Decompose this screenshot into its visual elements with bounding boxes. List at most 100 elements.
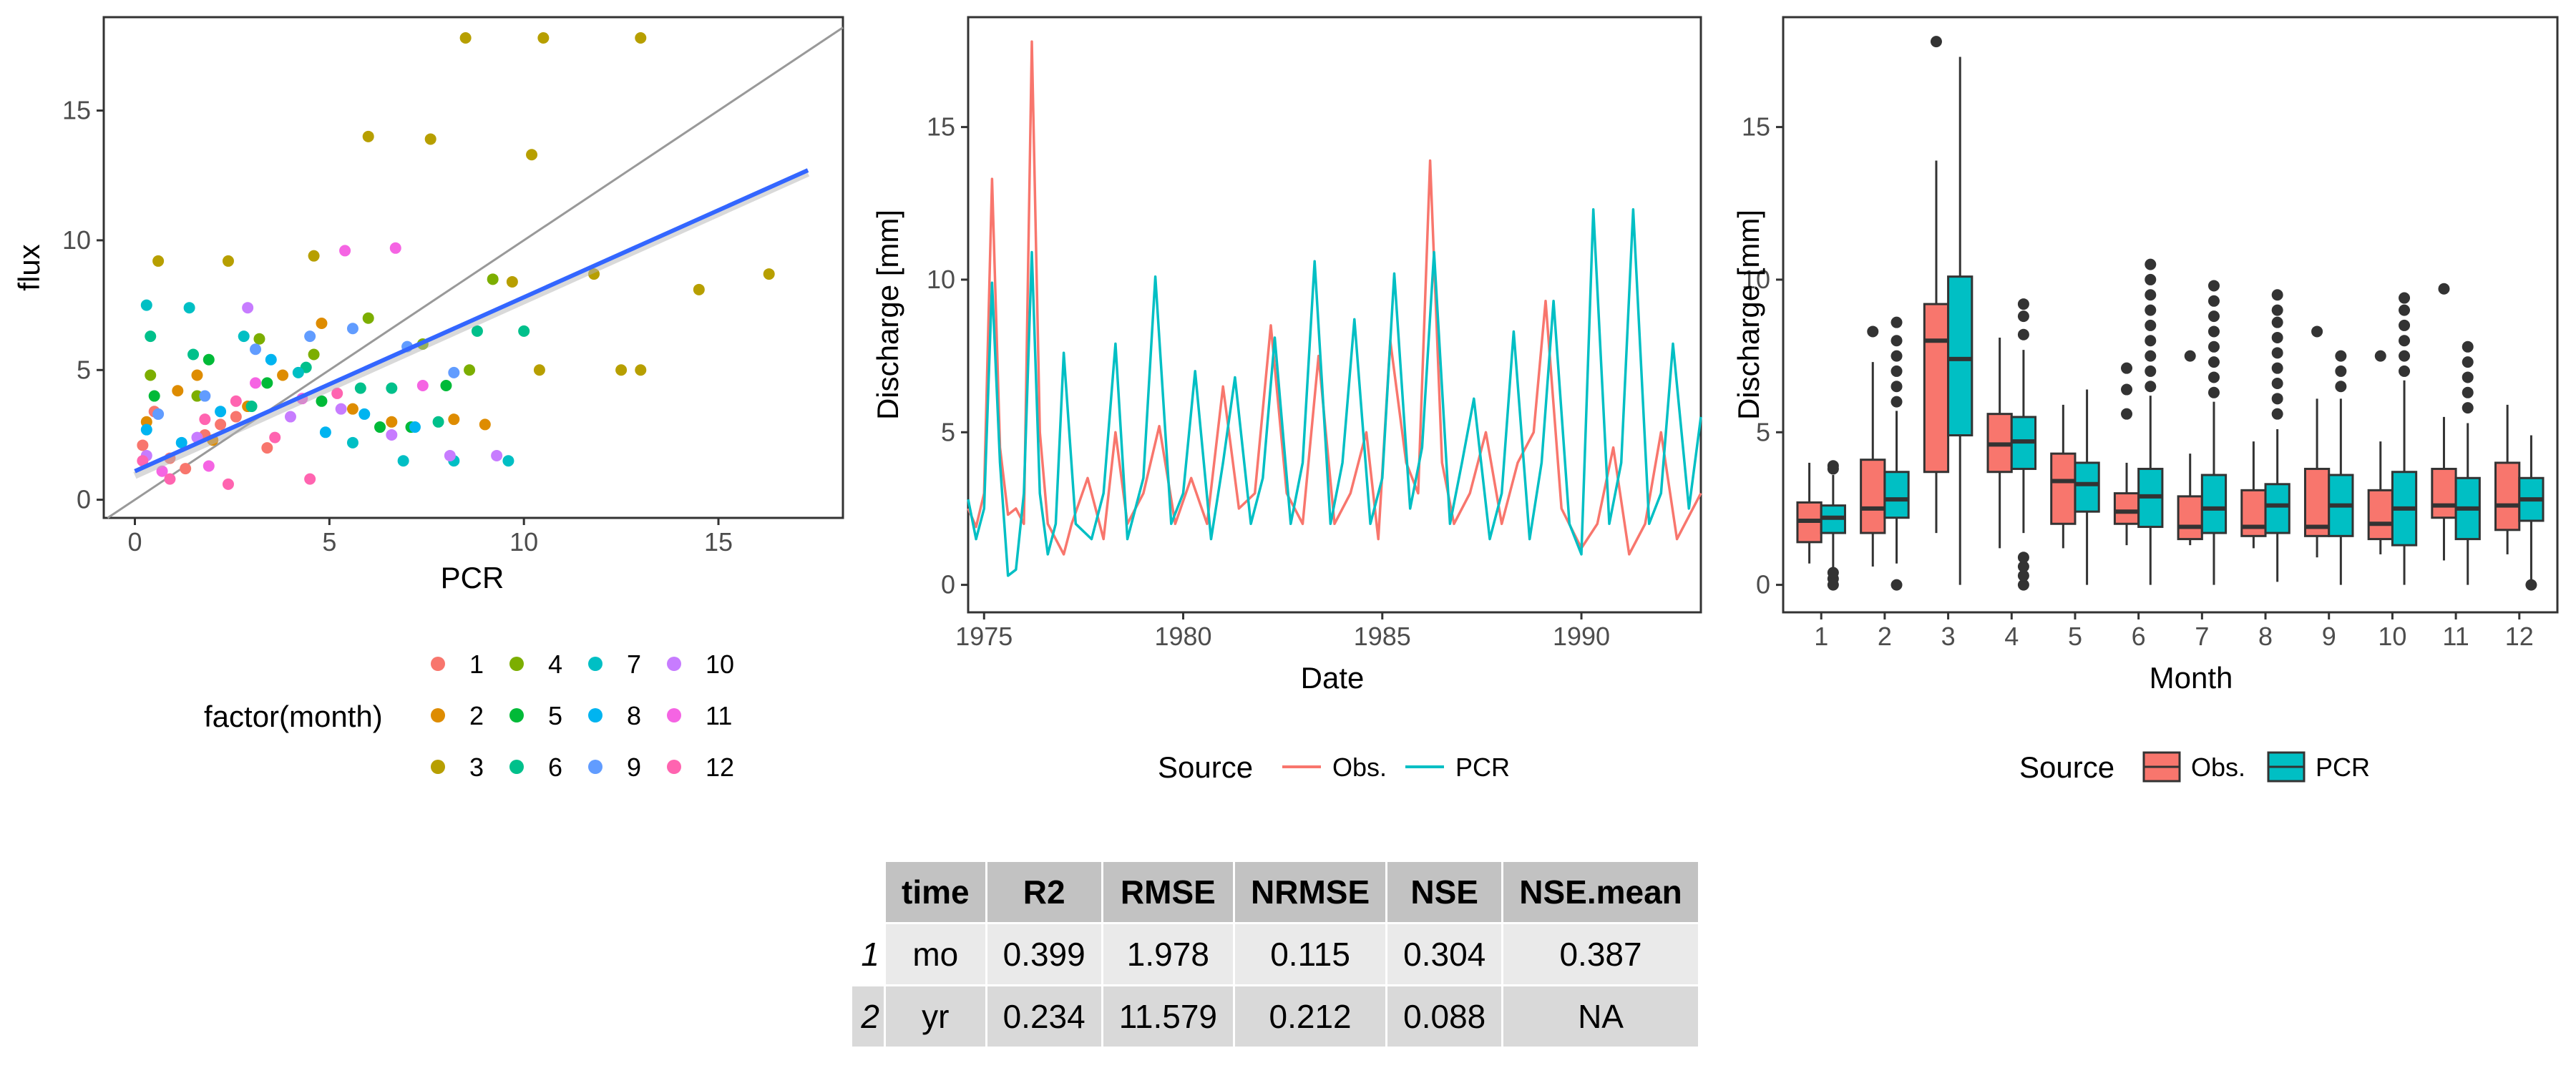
scatter-point [389, 242, 401, 254]
metrics-table: time R2 RMSE NRMSE NSE NSE.mean 1 mo 0.3… [850, 860, 1700, 1049]
scatter-point [140, 299, 152, 311]
box-outlier [2145, 319, 2157, 331]
boxplot-legend: Obs. PCR [2142, 751, 2370, 783]
scatter-point [537, 32, 550, 44]
box-outlier [1890, 350, 1903, 362]
scatter-point [358, 408, 371, 420]
x-tick-label: 3 [1941, 622, 1956, 651]
scatter-point [479, 418, 491, 431]
table-cell: NA [1501, 984, 1700, 1049]
scatter-legend-title: factor(month) [204, 700, 383, 733]
series-line-PCR [967, 208, 1702, 577]
scatter-x-axis-title: PCR [441, 561, 504, 594]
scatter-point [615, 364, 628, 376]
y-tick-label: 0 [77, 485, 91, 514]
box-outlier [2462, 402, 2474, 414]
y-tick-label: 5 [941, 417, 955, 446]
box-outlier [2438, 283, 2450, 295]
scatter-point [137, 439, 149, 451]
scatter-y-axis-title: flux [12, 244, 46, 290]
box-Obs-month-5 [2050, 404, 2077, 549]
scatter-point [199, 413, 211, 426]
table-row-name: 1 [850, 922, 886, 986]
scatter-point [277, 369, 289, 381]
scatter-point [518, 325, 530, 337]
scatter-point [339, 245, 351, 257]
legend-label-6: 6 [548, 753, 562, 782]
box-outlier [2121, 408, 2133, 420]
metrics-col-r2: R2 [985, 860, 1103, 924]
box-body [2074, 461, 2100, 513]
y-tick-label: 10 [62, 225, 91, 255]
scatter-point [440, 380, 452, 392]
scatter-point [459, 32, 472, 44]
legend-key-7 [588, 657, 602, 671]
box-outlier [2311, 325, 2323, 338]
legend-key-11 [667, 708, 681, 722]
scatter-point [386, 382, 398, 394]
box-PCR-month-7 [2200, 280, 2228, 585]
box-outlier [2145, 289, 2157, 301]
box-outlier [2017, 328, 2029, 340]
legend-key-2 [431, 708, 445, 722]
box-outlier [2271, 378, 2283, 389]
box-body [2177, 495, 2203, 541]
box-outlier [2207, 295, 2220, 307]
x-tick-label: 0 [127, 527, 142, 557]
box-PCR-month-6 [2137, 258, 2164, 585]
metrics-col-rmse: RMSE [1101, 860, 1236, 924]
box-PCR-month-11 [2454, 340, 2481, 585]
x-tick-label: 9 [2322, 622, 2336, 651]
scatter-point [319, 426, 331, 438]
scatter-point [284, 411, 296, 423]
box-outlier [2335, 350, 2347, 362]
box-body [2264, 483, 2290, 534]
scatter-point [152, 408, 165, 420]
scatter-series-5 [148, 353, 452, 433]
box-outlier [2207, 340, 2220, 353]
box-outlier [2121, 362, 2133, 374]
legend-label-3: 3 [469, 753, 484, 782]
table-cell: 11.579 [1101, 984, 1236, 1049]
legend-key-12 [667, 760, 681, 774]
scatter-point [635, 32, 647, 44]
box-PCR-month-5 [2074, 389, 2100, 585]
box-Obs-month-9 [2303, 325, 2331, 558]
box-outlier [2271, 316, 2283, 328]
box-outlier [2335, 381, 2347, 393]
box-body [2367, 489, 2394, 541]
box-outlier [2017, 552, 2029, 564]
box-outlier [2145, 381, 2157, 393]
box-outlier [1890, 335, 1903, 347]
box-outlier [2207, 310, 2220, 323]
scatter-point [491, 449, 503, 461]
box-outlier [1827, 567, 1839, 579]
scatter-point [175, 436, 187, 449]
x-tick-label: 12 [2505, 622, 2534, 651]
scatter-point [152, 255, 165, 267]
legend-label-Obs: Obs. [1332, 753, 1387, 782]
legend-label-2: 2 [469, 701, 484, 730]
scatter-point [386, 428, 398, 441]
scatter-point [180, 463, 192, 475]
fit-confidence-band [133, 170, 810, 479]
box-PCR-month-12 [2518, 435, 2545, 591]
box-outlier [2271, 347, 2283, 359]
metrics-col-nrmse: NRMSE [1232, 860, 1388, 924]
scatter-point [187, 348, 200, 361]
series-line-Obs [967, 40, 1702, 556]
box-body [2200, 474, 2228, 534]
scatter-point [362, 130, 374, 142]
scatter-point [230, 411, 242, 423]
scatter-point [526, 149, 538, 161]
box-body [1883, 471, 1910, 519]
scatter-point [242, 302, 254, 314]
table-cell: 0.212 [1232, 984, 1388, 1049]
box-Obs-month-3 [1923, 36, 1950, 534]
box-PCR-month-3 [1947, 57, 1974, 585]
x-tick-label: 7 [2195, 622, 2209, 651]
y-tick-label: 0 [941, 570, 955, 599]
x-tick-label: 2 [1878, 622, 1892, 651]
box-outlier [2207, 386, 2220, 398]
scatter-point [487, 273, 499, 285]
